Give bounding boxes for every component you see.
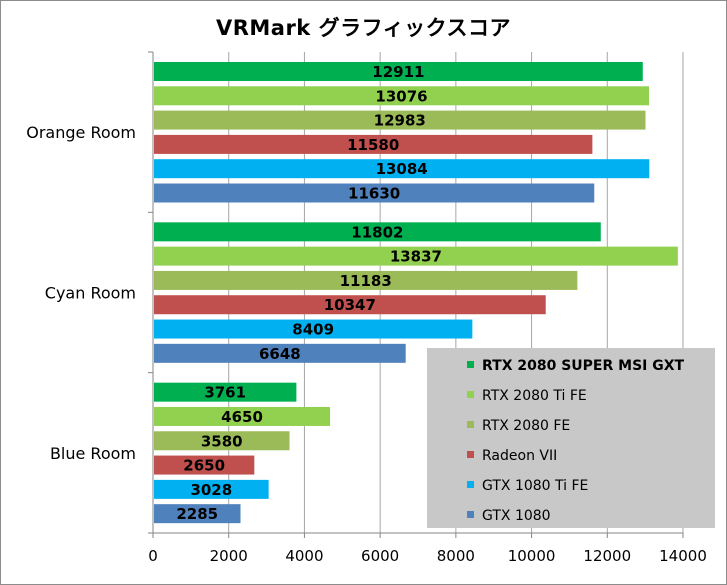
bar	[154, 159, 650, 179]
legend-swatch	[467, 361, 474, 368]
data-label: 8409	[292, 321, 334, 339]
data-label: 13084	[376, 160, 428, 178]
legend-label: GTX 1080 Ti FE	[482, 478, 588, 494]
bar	[154, 110, 646, 130]
bar	[154, 295, 546, 315]
bar	[154, 62, 643, 81]
bar	[154, 246, 678, 266]
data-label: 12983	[374, 112, 426, 130]
legend-swatch	[467, 481, 474, 488]
legend-swatch	[467, 511, 474, 518]
data-label: 11802	[351, 223, 403, 241]
chart-title: VRMark グラフィックスコア	[215, 16, 512, 40]
legend-label: RTX 2080 SUPER MSI GXT	[482, 358, 685, 374]
x-tick-label: 0	[148, 547, 158, 565]
category-label: Blue Room	[50, 444, 136, 463]
data-label: 3761	[204, 384, 246, 402]
data-label: 12911	[372, 63, 424, 81]
legend-label: RTX 2080 FE	[482, 418, 570, 434]
data-label: 11580	[347, 136, 399, 154]
data-label: 10347	[324, 296, 376, 314]
bar	[154, 455, 255, 475]
bar	[154, 431, 290, 451]
legend-label: RTX 2080 Ti FE	[482, 388, 587, 404]
data-label: 11630	[348, 185, 400, 203]
data-label: 6648	[259, 345, 301, 363]
data-label: 3028	[190, 481, 232, 499]
data-label: 2650	[183, 457, 225, 475]
bar	[154, 183, 595, 203]
data-label: 4650	[221, 408, 263, 426]
bar	[154, 504, 241, 524]
legend-swatch	[467, 451, 474, 458]
data-label: 3580	[201, 432, 243, 450]
bar	[154, 86, 650, 106]
legend-label: Radeon VII	[482, 448, 557, 464]
data-label: 13076	[375, 87, 427, 105]
x-tick-label: 8000	[437, 547, 475, 565]
category-label: Orange Room	[26, 123, 136, 142]
data-label: 2285	[176, 505, 218, 523]
data-label: 11183	[340, 272, 392, 290]
legend-box	[427, 348, 715, 528]
bar	[154, 343, 406, 363]
bar	[154, 382, 297, 402]
bar	[154, 479, 269, 499]
x-tick-label: 14000	[659, 547, 707, 565]
category-label: Cyan Room	[45, 284, 136, 303]
x-tick-label: 12000	[583, 547, 631, 565]
bar	[154, 270, 578, 290]
bar	[154, 134, 593, 154]
x-tick-label: 10000	[508, 547, 556, 565]
x-tick-label: 4000	[285, 547, 323, 565]
legend-label: GTX 1080	[482, 508, 551, 524]
legend-swatch	[467, 391, 474, 398]
legend-swatch	[467, 421, 474, 428]
x-tick-label: 2000	[210, 547, 248, 565]
bar	[154, 406, 331, 426]
x-tick-label: 6000	[361, 547, 399, 565]
bar	[154, 222, 601, 242]
data-label: 13837	[390, 248, 442, 266]
bar	[154, 319, 473, 339]
